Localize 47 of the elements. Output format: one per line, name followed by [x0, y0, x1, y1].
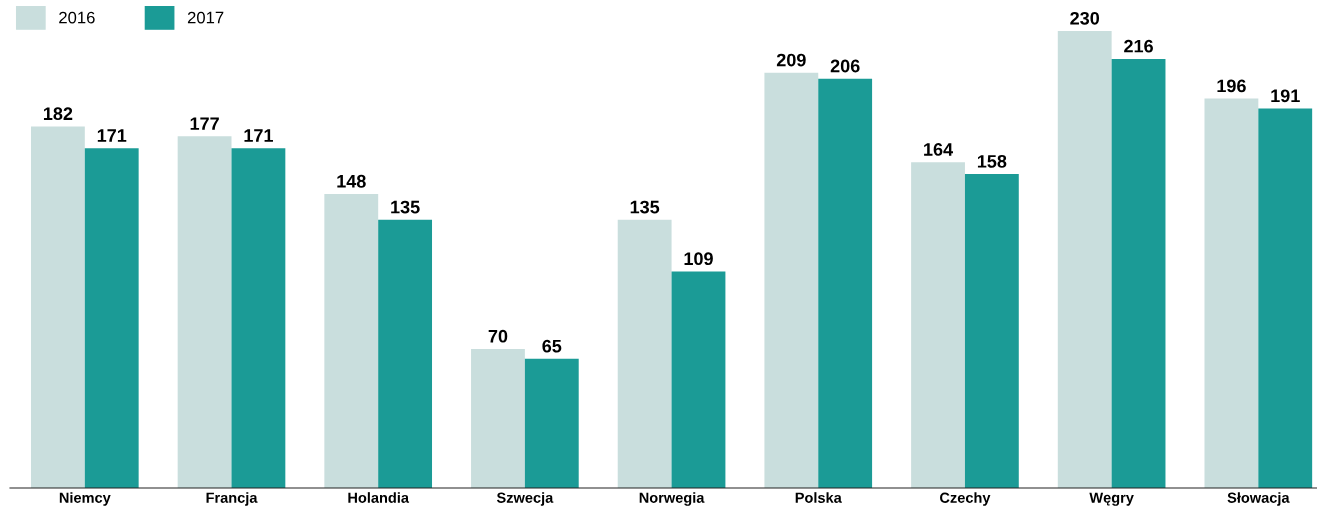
bar: [231, 148, 286, 488]
data-label: 191: [1271, 89, 1300, 103]
bar: [671, 271, 726, 488]
data-label: 171: [97, 129, 127, 142]
data-label: 182: [43, 107, 73, 121]
legend-label: 2017: [187, 11, 224, 24]
bar: [911, 162, 965, 488]
x-tick-label: Węgry: [1089, 492, 1134, 506]
bar: [1204, 98, 1259, 488]
bar: [324, 193, 379, 488]
bar: [84, 148, 139, 488]
data-label: 109: [684, 252, 713, 266]
bar: [1258, 108, 1313, 488]
bar: [964, 174, 1019, 488]
x-tick-label: Słowacja: [1227, 492, 1290, 506]
data-label: 135: [630, 200, 660, 214]
bar: [471, 348, 525, 488]
data-label: 148: [337, 174, 366, 188]
x-tick-label: Norwegia: [639, 492, 705, 506]
x-tick-label: Szwecja: [496, 492, 554, 506]
data-label: 135: [391, 200, 420, 214]
data-label: 70: [488, 329, 508, 343]
data-label: 216: [1124, 39, 1153, 53]
data-label: 164: [924, 143, 953, 156]
data-label: 209: [776, 53, 806, 67]
x-tick-label: Czechy: [940, 492, 991, 506]
bar: [1057, 31, 1112, 488]
data-label: 65: [542, 339, 562, 353]
x-tick-label: Niemcy: [59, 492, 111, 506]
bar: [617, 219, 672, 488]
bar: [818, 78, 873, 488]
x-tick-label: Holandia: [348, 492, 410, 503]
data-label: 230: [1070, 11, 1100, 25]
bar: [177, 136, 232, 488]
bar: [1111, 58, 1166, 488]
data-label: 177: [190, 117, 219, 130]
data-label: 158: [977, 154, 1007, 168]
bar: [524, 358, 579, 488]
bar: [764, 72, 819, 488]
x-tick-label: Francja: [206, 492, 258, 506]
data-label: 171: [244, 129, 273, 142]
bar: [378, 219, 433, 488]
data-label: 196: [1217, 79, 1246, 93]
data-label: 206: [830, 59, 860, 73]
legend-label: 2016: [59, 11, 95, 24]
x-tick-label: Polska: [795, 492, 842, 503]
bar: [30, 126, 85, 488]
